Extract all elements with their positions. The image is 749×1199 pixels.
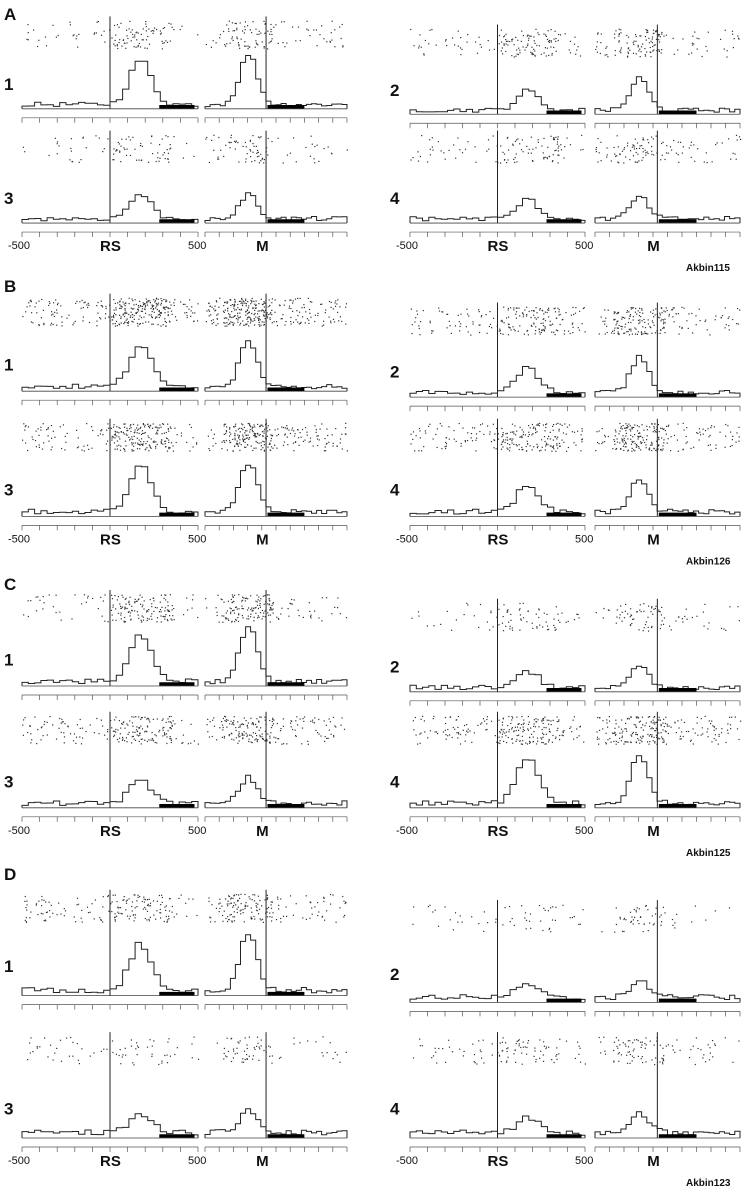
cell-number: 2 xyxy=(390,81,399,100)
psth-rs-cell-3 xyxy=(21,418,199,531)
cell-number: 2 xyxy=(390,658,399,677)
cell-number: 3 xyxy=(4,189,13,208)
psth-rs-cell-1 xyxy=(21,590,199,700)
x-min-label: -500 xyxy=(8,1155,30,1167)
cell-number: 2 xyxy=(390,965,399,984)
psth-rs-cell-4 xyxy=(409,1032,586,1152)
psth-rs-cell-3 xyxy=(21,1032,200,1152)
rs-label: RS xyxy=(100,238,121,255)
x-min-label: -500 xyxy=(8,533,30,545)
psth-m-cell-1 xyxy=(204,16,348,123)
rs-label: RS xyxy=(100,1153,121,1170)
x-max-label: 500 xyxy=(575,825,593,837)
cell-id: Akbin125 xyxy=(686,848,731,859)
m-label: M xyxy=(256,1153,269,1170)
psth-m-cell-1 xyxy=(204,293,348,406)
m-label: M xyxy=(256,823,269,840)
psth-rs-cell-2 xyxy=(409,302,586,412)
x-min-label: -500 xyxy=(8,825,30,837)
cell-number: 3 xyxy=(4,481,13,500)
psth-m-cell-3 xyxy=(204,1032,348,1152)
x-min-label: -500 xyxy=(396,533,418,545)
psth-m-cell-2 xyxy=(594,24,741,129)
psth-m-cell-3 xyxy=(204,711,348,822)
psth-rs-cell-2 xyxy=(409,598,586,706)
cell-number: 4 xyxy=(390,1099,400,1118)
psth-m-cell-4 xyxy=(594,418,741,531)
cell-number: 1 xyxy=(4,651,13,670)
cell-number: 4 xyxy=(390,773,400,792)
psth-m-cell-1 xyxy=(204,590,348,700)
cell-number: 3 xyxy=(4,1099,13,1118)
cell-id: Akbin115 xyxy=(686,263,730,274)
cell-number: 1 xyxy=(4,355,13,374)
panel-label: B xyxy=(4,277,16,296)
m-label: M xyxy=(647,823,660,840)
rs-label: RS xyxy=(488,238,509,255)
psth-rs-cell-3 xyxy=(21,130,199,238)
psth-rs-cell-4 xyxy=(409,711,586,822)
x-max-label: 500 xyxy=(188,533,206,545)
psth-m-cell-4 xyxy=(594,130,742,238)
x-min-label: -500 xyxy=(396,240,418,252)
psth-m-cell-4 xyxy=(594,711,742,822)
panel-d: D 1 2 3 4 -500 500 RS M -500 500 RS M Akbin123 xyxy=(4,865,741,1189)
x-max-label: 500 xyxy=(188,240,206,252)
psth-rs-cell-1 xyxy=(21,293,199,406)
cell-number: 3 xyxy=(4,773,13,792)
psth-rs-cell-4 xyxy=(409,418,586,531)
panel-a: A 1 2 3 4 -500 500 RS M -500 500 RS M Akbin115 xyxy=(4,5,742,274)
cell-number: 2 xyxy=(390,362,399,381)
panel-b: B 1 2 3 4 -500 500 RS M -500 500 RS M Akbin126 xyxy=(4,277,741,567)
panel-label: A xyxy=(4,5,16,24)
cell-id: Akbin123 xyxy=(686,1178,731,1189)
psth-m-cell-3 xyxy=(204,418,348,531)
panel-c: C 1 2 3 4 -500 500 RS M -500 500 RS M Akbin125 xyxy=(4,575,742,859)
x-min-label: -500 xyxy=(8,240,30,252)
panel-label: C xyxy=(4,575,16,594)
cell-number: 4 xyxy=(390,189,400,208)
rs-label: RS xyxy=(488,531,509,548)
psth-m-cell-4 xyxy=(594,1032,741,1152)
cell-number: 1 xyxy=(4,75,13,94)
psth-rs-cell-1 xyxy=(21,16,199,123)
m-label: M xyxy=(647,531,660,548)
m-label: M xyxy=(256,238,269,255)
psth-rs-cell-3 xyxy=(21,711,199,822)
x-min-label: -500 xyxy=(396,1155,418,1167)
cell-number: 4 xyxy=(390,481,400,500)
cell-number: 1 xyxy=(4,957,13,976)
rs-label: RS xyxy=(488,823,509,840)
psth-rs-cell-2 xyxy=(409,24,586,129)
panel-label: D xyxy=(4,865,16,884)
x-max-label: 500 xyxy=(575,1155,593,1167)
x-max-label: 500 xyxy=(188,1155,206,1167)
x-max-label: 500 xyxy=(575,240,593,252)
m-label: M xyxy=(256,531,269,548)
x-min-label: -500 xyxy=(396,825,418,837)
rs-label: RS xyxy=(488,1153,509,1170)
x-max-label: 500 xyxy=(188,825,206,837)
rs-label: RS xyxy=(100,531,121,548)
psth-m-cell-2 xyxy=(594,302,741,412)
psth-rs-cell-4 xyxy=(409,130,586,238)
psth-m-cell-3 xyxy=(204,130,348,238)
psth-m-cell-2 xyxy=(594,598,741,706)
psth-m-cell-2 xyxy=(594,899,741,1017)
rs-label: RS xyxy=(100,823,121,840)
psth-rs-cell-2 xyxy=(409,899,586,1017)
m-label: M xyxy=(647,1153,660,1170)
psth-rs-cell-1 xyxy=(21,889,199,1010)
x-max-label: 500 xyxy=(575,533,593,545)
cell-id: Akbin126 xyxy=(686,556,731,567)
m-label: M xyxy=(647,238,660,255)
psth-m-cell-1 xyxy=(204,889,348,1010)
